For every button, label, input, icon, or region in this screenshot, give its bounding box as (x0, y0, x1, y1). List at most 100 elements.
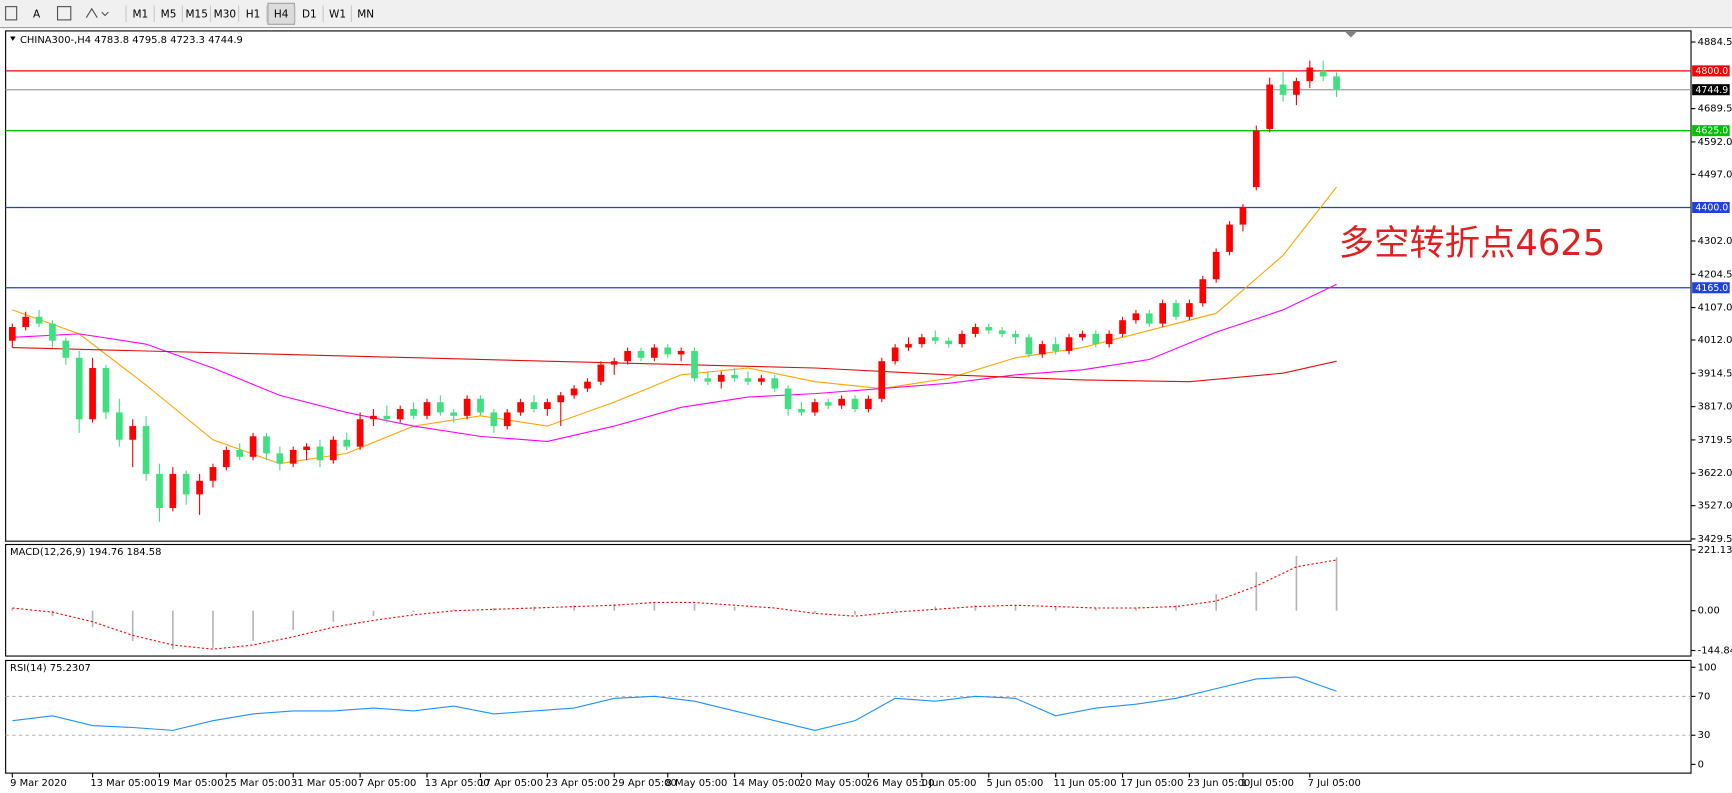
y-tick-label: 4204.5 (1698, 269, 1732, 280)
text-tool[interactable]: A (33, 8, 41, 20)
y-tick-label: 100 (1698, 662, 1717, 673)
period-button[interactable]: H1 (246, 8, 261, 20)
high: 4795.8 (132, 35, 167, 46)
period-button[interactable]: W1 (329, 8, 346, 20)
candle-body (115, 412, 123, 440)
candle-body (1199, 279, 1207, 304)
candle-body (1012, 333, 1019, 338)
candle-body (838, 398, 845, 406)
level-label: 4400.0 (1695, 203, 1728, 214)
candle-body (1038, 344, 1046, 355)
candle-body (276, 453, 284, 464)
candle-body (196, 480, 203, 495)
candle-body (530, 402, 538, 410)
period-button[interactable]: M5 (161, 8, 177, 20)
close: 4744.9 (208, 35, 243, 46)
candle-body (664, 347, 672, 355)
candle-body (477, 398, 484, 413)
candle-body (102, 368, 110, 413)
x-tick-label: 13 Apr 05:00 (425, 778, 490, 789)
candle-body (463, 398, 471, 416)
candle-body (142, 426, 150, 474)
icon[interactable] (85, 7, 109, 18)
candle-body (865, 398, 872, 410)
icon[interactable] (5, 6, 18, 21)
x-tick-label: 7 Apr 05:00 (358, 778, 416, 789)
shift-marker (1345, 32, 1357, 38)
candle-body (396, 409, 404, 420)
candle-body (1025, 337, 1033, 355)
candle-body (610, 361, 618, 365)
candle-body (624, 350, 631, 362)
y-tick-label: 3719.5 (1698, 435, 1732, 446)
candle-body (209, 467, 217, 481)
x-tick-label: 23 Apr 05:00 (545, 778, 610, 789)
rsi-title: RSI(14) (10, 663, 47, 674)
x-tick-label: 11 Jun 05:00 (1053, 778, 1116, 789)
candle-body (1226, 224, 1233, 252)
level-label: 4744.9 (1695, 85, 1728, 96)
period-button[interactable]: D1 (302, 8, 317, 20)
candle-body (584, 381, 591, 389)
candle-body (704, 378, 712, 382)
toolbar-icons (5, 6, 109, 21)
candle-body (303, 446, 310, 450)
candle-body (62, 340, 70, 358)
period-button[interactable]: MN (357, 8, 374, 20)
candle-body (182, 473, 190, 495)
annotation: 多空转折点4625 (1339, 223, 1606, 264)
chart-area (0, 30, 1732, 793)
rsi-header: RSI(14) 75.2307 (10, 663, 91, 674)
candle-body (1159, 303, 1167, 324)
level-tag (1692, 84, 1730, 96)
candle-body (450, 412, 458, 416)
period-button[interactable]: M15 (186, 8, 208, 20)
candle-body (236, 449, 244, 457)
moving-average (12, 283, 1337, 443)
candle-body (1293, 81, 1300, 95)
candle-body (998, 330, 1006, 334)
candle-body (758, 378, 765, 382)
main-header: CHINA300-,H4 4783.8 4795.8 4723.3 4744.9 (20, 35, 243, 46)
candle-body (1172, 303, 1180, 317)
x-tick-label: 7 Jul 05:00 (1308, 778, 1361, 789)
candle-body (343, 439, 351, 447)
x-tick-label: 13 Mar 05:00 (90, 778, 156, 789)
x-tick-label: 1 Jun 05:00 (920, 778, 977, 789)
x-tick-label: 26 May 05:00 (866, 778, 934, 789)
y-tick-label: 3914.5 (1698, 368, 1732, 379)
candle-body (437, 402, 444, 413)
candle-body (410, 409, 417, 416)
candle-body (784, 388, 792, 410)
period-button[interactable]: M30 (214, 8, 236, 20)
level-tag (1692, 201, 1730, 214)
level-tag (1692, 282, 1730, 294)
candle-body (945, 340, 952, 345)
candle-body (8, 327, 16, 341)
rsi-line (12, 676, 1337, 731)
level-tag (1692, 65, 1730, 77)
candle-body (75, 357, 83, 420)
candle-body (1186, 303, 1193, 317)
period-button[interactable]: H4 (274, 8, 289, 20)
x-tick-label: 1 Jul 05:00 (1241, 778, 1294, 789)
macd-title: MACD(12,26,9) (10, 547, 86, 558)
candle-body (1052, 344, 1060, 351)
icon[interactable] (56, 6, 72, 21)
x-tick-label: 17 Jun 05:00 (1120, 778, 1183, 789)
moving-average (12, 347, 1337, 383)
candle-body (1105, 333, 1113, 345)
candle-body (316, 446, 324, 461)
candle-body (798, 409, 805, 413)
x-tick-label: 20 May 05:00 (799, 778, 867, 789)
candle-body (931, 337, 939, 341)
y-tick-label: 4592.0 (1698, 137, 1732, 148)
candle-body (249, 436, 257, 457)
x-tick-label: 19 Mar 05:00 (157, 778, 223, 789)
y-tick-label: -144.84 (1698, 646, 1732, 657)
candle-body (972, 327, 979, 334)
candle-body (503, 412, 511, 427)
candle-body (1239, 207, 1247, 225)
period-button[interactable]: M1 (133, 8, 149, 20)
